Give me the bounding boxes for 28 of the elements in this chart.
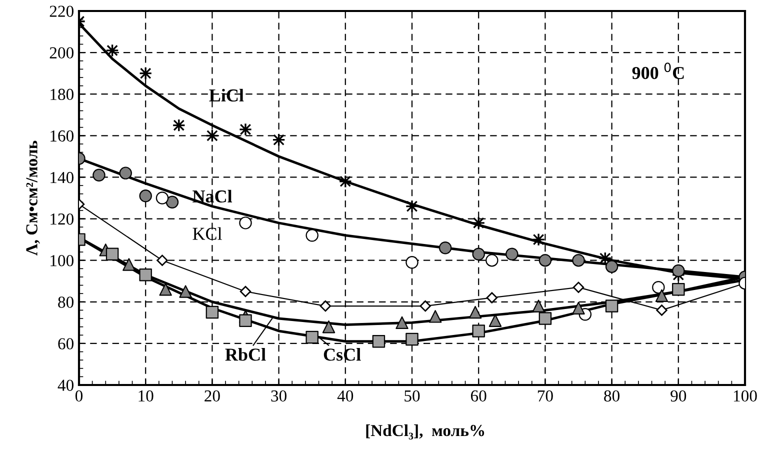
y-tick-label: 160 bbox=[50, 130, 74, 142]
x-tick-label: 60 bbox=[470, 390, 486, 402]
y-tick-label: 140 bbox=[50, 172, 74, 184]
x-tick-label: 40 bbox=[337, 390, 354, 402]
x-tick-label: 100 bbox=[734, 390, 757, 402]
x-tick-label: 20 bbox=[204, 390, 220, 402]
x-axis-title: [NdCl₃], моль% bbox=[366, 424, 484, 440]
y-tick-label: 180 bbox=[50, 88, 74, 100]
y-tick-label: 80 bbox=[58, 296, 74, 308]
y-tick-label: 100 bbox=[50, 255, 74, 266]
annotation: RbCl bbox=[225, 348, 266, 361]
y-tick-label: 40 bbox=[58, 380, 74, 391]
annotation: KCl bbox=[192, 227, 222, 240]
annotation: CsCl bbox=[324, 348, 361, 361]
x-tick-label: 0 bbox=[75, 390, 83, 402]
x-tick-label: 30 bbox=[271, 390, 286, 402]
x-tick-label: 80 bbox=[604, 390, 620, 402]
annotation: 900 $^{0}$C bbox=[632, 62, 684, 80]
y-tick-label: 60 bbox=[58, 338, 74, 350]
annotation: NaCl bbox=[192, 190, 232, 203]
x-tick-label: 10 bbox=[138, 390, 154, 402]
x-tick-label: 70 bbox=[538, 390, 553, 402]
y-axis-title: Λ, См•см²/моль bbox=[26, 140, 40, 256]
y-tick-label: 200 bbox=[50, 47, 74, 58]
y-tick-label: 220 bbox=[50, 6, 74, 17]
x-tick-label: 50 bbox=[404, 390, 420, 402]
x-tick-label: 90 bbox=[670, 390, 686, 402]
y-tick-label: 120 bbox=[50, 213, 74, 225]
